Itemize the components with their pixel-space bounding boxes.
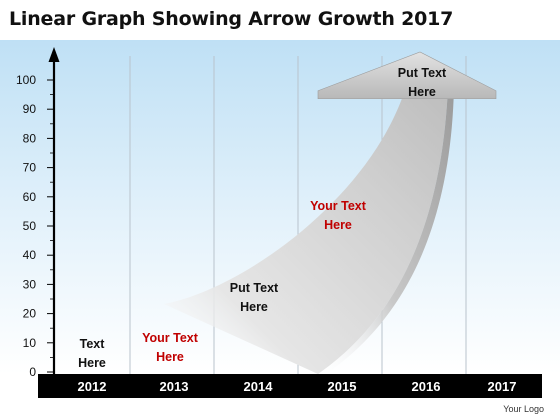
y-tick-label-80: 80	[23, 131, 37, 145]
annotation-2013: Your Text Here	[142, 331, 199, 364]
arrow-head	[317, 51, 497, 100]
annotation-2015: Your Text Here	[310, 199, 367, 232]
annotation-line: Put Text	[398, 66, 447, 80]
y-tick-label-40: 40	[23, 248, 37, 262]
y-axis: 0 10 20 30 40 50 60 70 80 90 100	[16, 47, 60, 379]
annotation-line: Here	[78, 356, 106, 370]
x-tick-label-2014: 2014	[244, 379, 274, 394]
x-tick-label-2015: 2015	[328, 379, 357, 394]
y-tick-label-50: 50	[23, 219, 37, 233]
x-axis-band	[38, 374, 542, 398]
annotation-2012: Text Here	[78, 337, 106, 370]
y-tick-label-90: 90	[23, 102, 37, 116]
y-tick-label-0: 0	[29, 365, 36, 379]
annotation-line: Here	[240, 300, 268, 314]
growth-arrow	[164, 51, 497, 374]
x-tick-label-2016: 2016	[412, 379, 441, 394]
annotation-line: Text	[80, 337, 106, 351]
x-tick-label-2017: 2017	[488, 379, 517, 394]
annotation-line: Here	[324, 218, 352, 232]
y-axis-arrowhead	[48, 47, 60, 62]
y-tick-label-30: 30	[23, 277, 37, 291]
x-axis: 2012 2013 2014 2015 2016 2017	[38, 374, 542, 398]
annotation-line: Your Text	[310, 199, 367, 213]
annotation-line: Here	[408, 85, 436, 99]
page-title: Linear Graph Showing Arrow Growth 2017	[9, 8, 454, 30]
arrow-edge	[318, 86, 454, 374]
x-tick-label-2013: 2013	[160, 379, 189, 394]
annotation-2016: Put Text Here	[398, 66, 447, 99]
annotation-line: Put Text	[230, 281, 279, 295]
y-tick-label-10: 10	[23, 336, 37, 350]
logo-text: Your Logo	[503, 404, 544, 414]
annotation-line: Here	[156, 350, 184, 364]
arrow-body	[164, 86, 448, 374]
y-tick-label-20: 20	[23, 307, 37, 321]
annotation-2014: Put Text Here	[230, 281, 279, 314]
y-tick-label-60: 60	[23, 190, 37, 204]
x-tick-label-2012: 2012	[78, 379, 107, 394]
annotation-line: Your Text	[142, 331, 199, 345]
y-tick-label-70: 70	[23, 161, 37, 175]
y-tick-label-100: 100	[16, 73, 36, 87]
